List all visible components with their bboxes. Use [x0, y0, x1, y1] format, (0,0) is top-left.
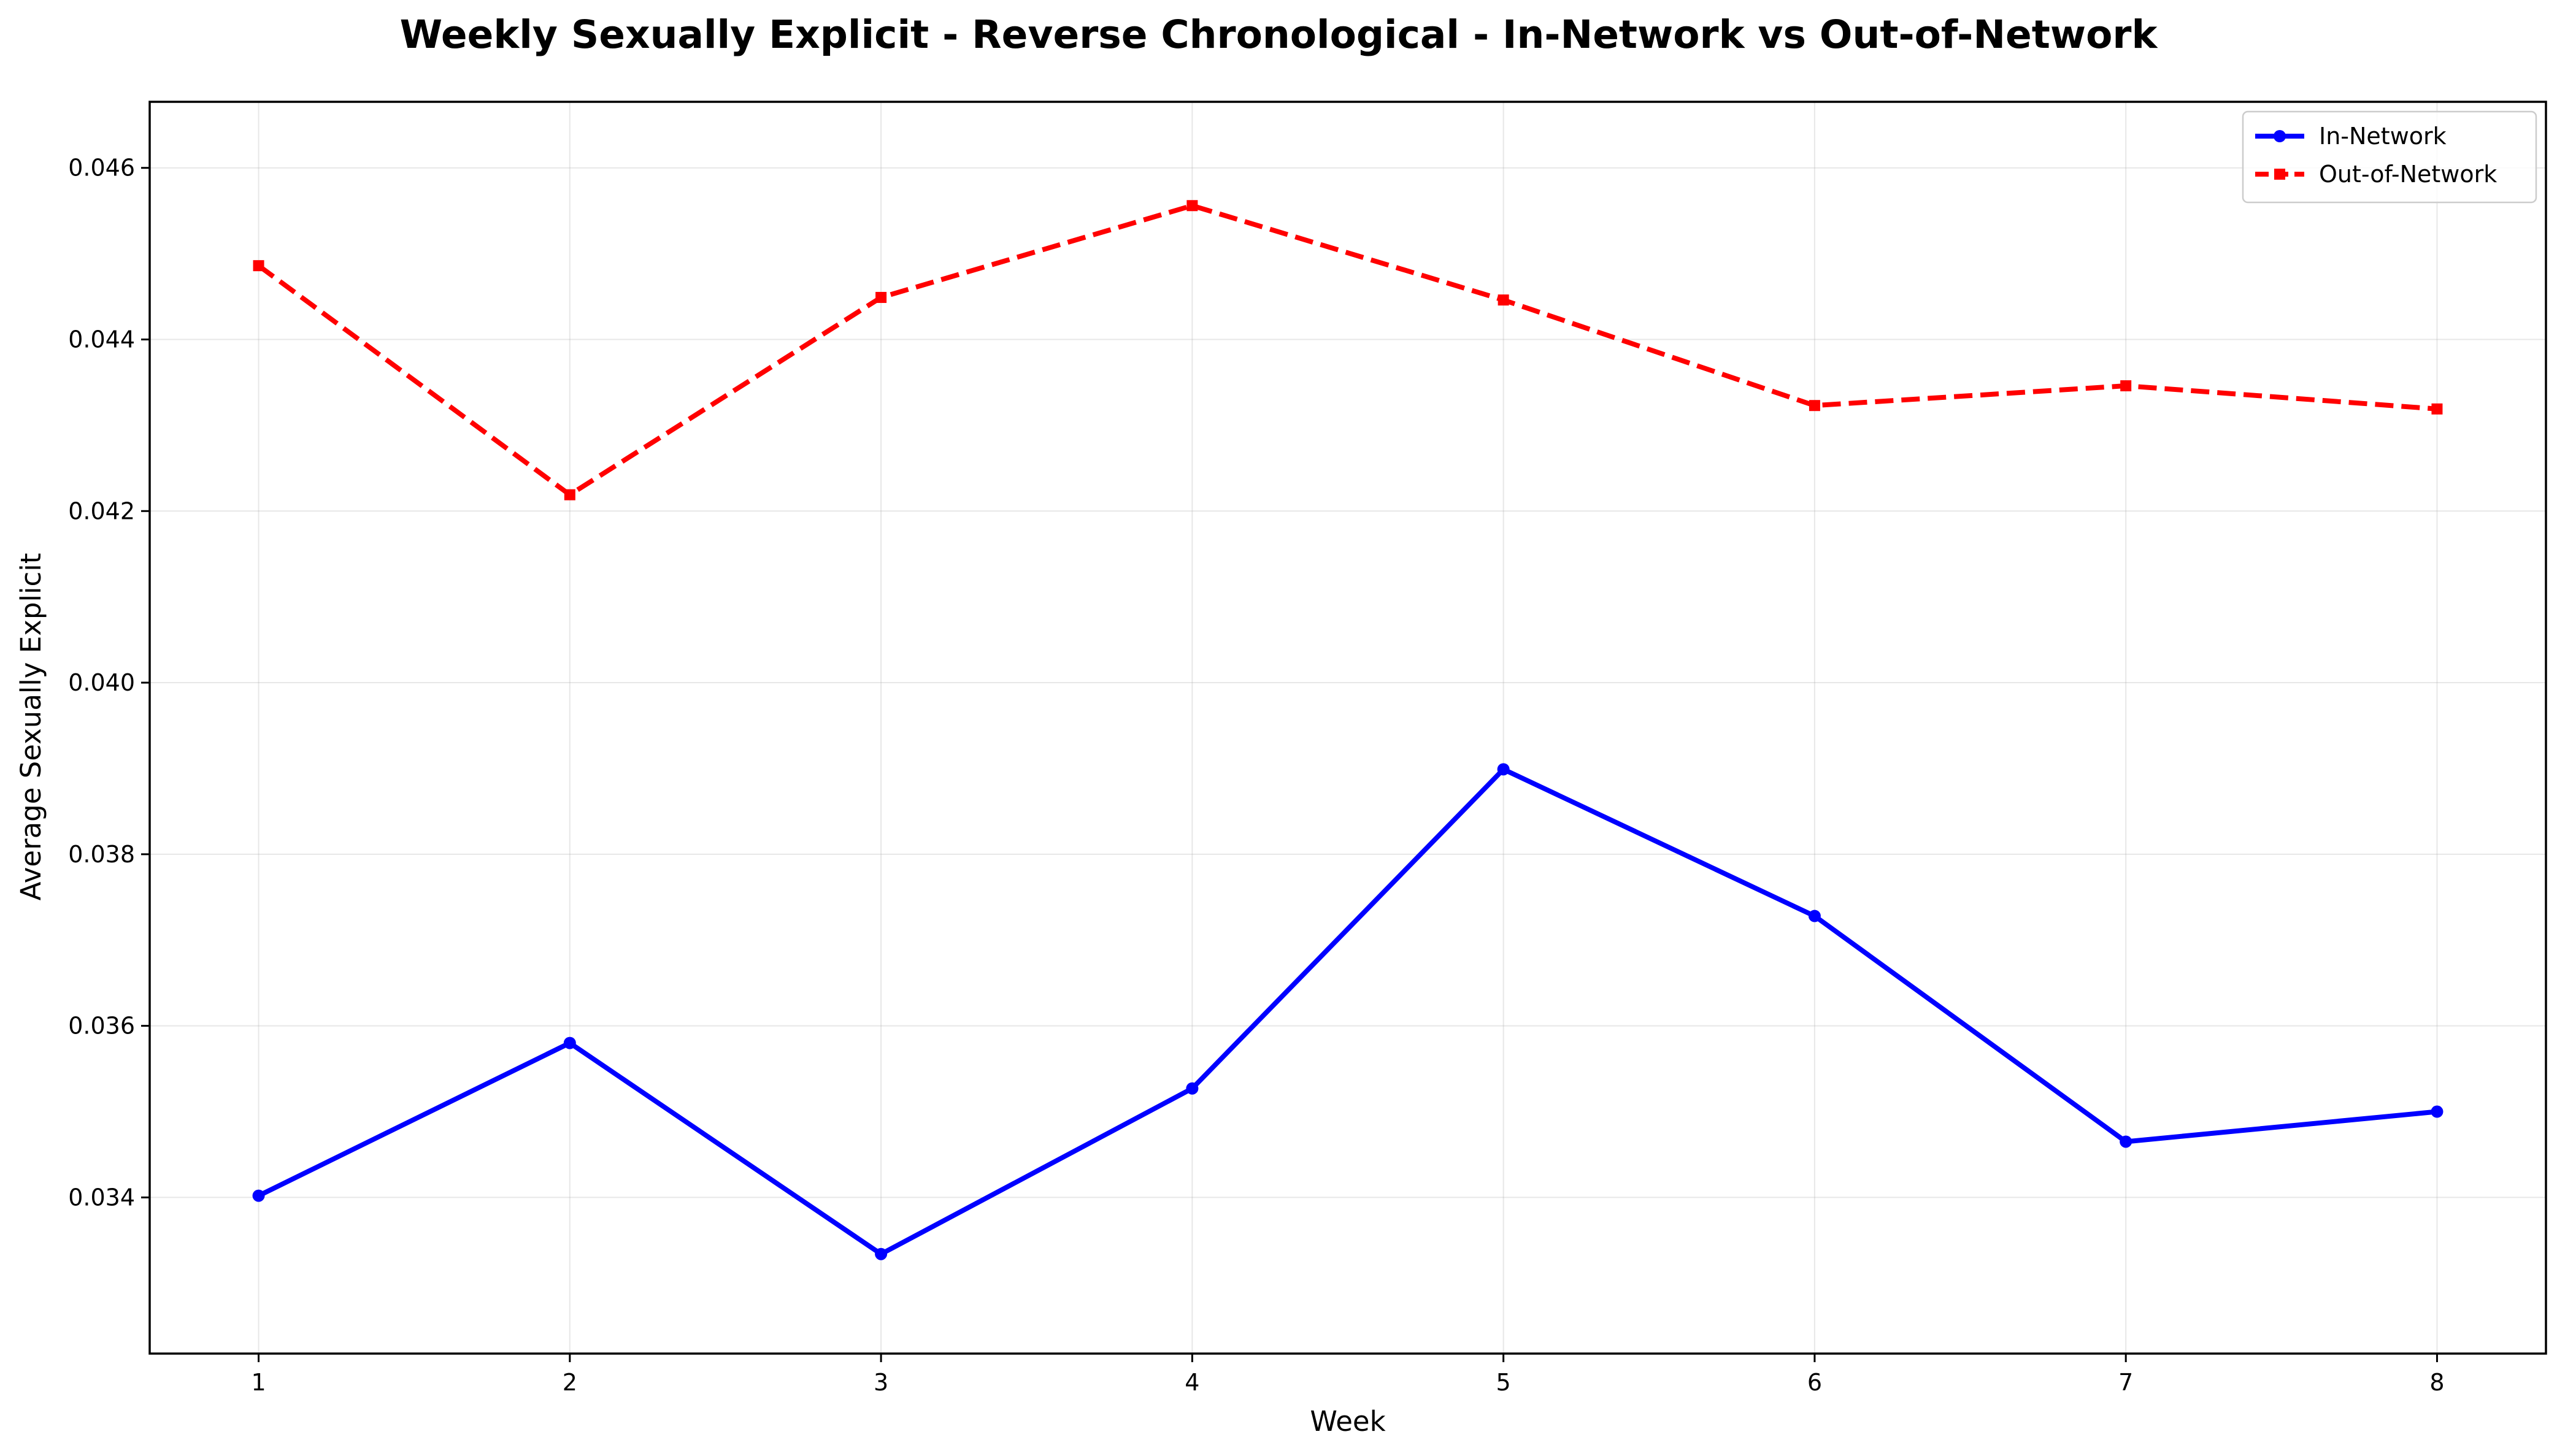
series-layer [252, 200, 2444, 1260]
x-tick-label: 3 [874, 1369, 888, 1396]
data-point [2120, 1135, 2132, 1148]
y-tick-label: 0.044 [68, 326, 135, 353]
axes: 1 2 3 4 5 6 7 8 0.034 0.036 0.038 0.040 0.042 0.044 0.… [68, 155, 2444, 1396]
series-line-out-of-network [257, 203, 2437, 497]
legend-box [2242, 110, 2537, 204]
legend-label: In-Network [2319, 123, 2447, 150]
y-axis-label: Average Sexually Explicit [15, 553, 47, 901]
data-point [1808, 910, 1821, 922]
data-point [875, 291, 887, 303]
data-point [1497, 763, 1510, 776]
legend: In-Network Out-of-Network [2242, 110, 2537, 204]
legend-item-in-network: In-Network [2255, 123, 2447, 150]
y-tick-label: 0.036 [68, 1013, 135, 1040]
series-line-in-network [257, 767, 2437, 1257]
y-tick-label: 0.040 [68, 669, 135, 696]
grid [150, 102, 2546, 1354]
y-tick-label: 0.042 [68, 497, 135, 524]
x-tick-label: 8 [2429, 1369, 2444, 1396]
x-tick-label: 7 [2118, 1369, 2133, 1396]
series-in-network [252, 763, 2444, 1260]
legend-marker [2274, 169, 2285, 180]
y-tick-label: 0.046 [68, 155, 135, 182]
x-tick-label: 5 [1496, 1369, 1511, 1396]
plot-area-frame [148, 101, 2547, 1355]
series-out-of-network [253, 200, 2443, 500]
y-tick-label: 0.034 [68, 1184, 135, 1211]
x-tick-label: 6 [1807, 1369, 1822, 1396]
data-point [1498, 294, 1509, 306]
x-tick-label: 2 [563, 1369, 577, 1396]
data-point [1809, 400, 1820, 412]
data-point [1186, 1082, 1199, 1095]
x-tick-label: 4 [1185, 1369, 1199, 1396]
data-point [563, 1036, 576, 1049]
data-point [1186, 200, 1198, 212]
legend-item-out-of-network: Out-of-Network [2255, 161, 2497, 188]
data-point [875, 1247, 888, 1260]
x-tick-label: 1 [251, 1369, 266, 1396]
data-point [253, 260, 264, 272]
x-axis-label: Week [1310, 1405, 1385, 1438]
data-point [2431, 403, 2443, 415]
data-point [2120, 380, 2132, 392]
legend-marker [2274, 130, 2286, 142]
chart-title: Weekly Sexually Explicit - Reverse Chron… [400, 12, 2159, 57]
y-tick-label: 0.038 [68, 841, 135, 868]
data-point [564, 489, 575, 500]
data-point [252, 1189, 265, 1202]
data-point [2431, 1105, 2444, 1118]
legend-label: Out-of-Network [2319, 161, 2497, 188]
